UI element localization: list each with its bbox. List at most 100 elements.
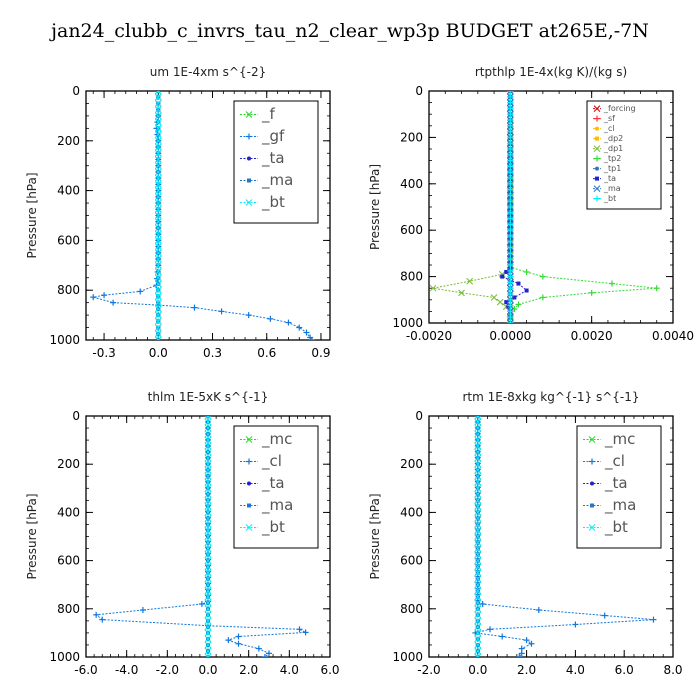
data-point-cross [474,436,482,444]
data-point [247,481,251,486]
data-point-cross [245,436,253,443]
legend-entry-gf: _gf [240,127,285,146]
data-point-cross [154,218,162,226]
data-point [590,503,594,508]
legend-label: _forcing [603,104,636,113]
data-point-cross [588,436,596,443]
data-point-cross [154,156,162,163]
y-tick-label: 200 [57,457,80,471]
data-point-cross [154,112,162,120]
data-point-cross [458,289,465,297]
legend: _mc _cl _ta _ma _bt [576,425,662,549]
data-point-cross [204,575,212,583]
legend-box [586,100,662,210]
data-point-cross [474,430,482,438]
data-point-cross [474,509,482,516]
data-point-cross [154,324,162,331]
legend-entry-ta: _ta [583,474,628,493]
data-point-cross [154,193,162,201]
legend-entry-ta: _ta [240,149,285,168]
data-point-cross [474,539,482,546]
legend-entry-f: _f [240,105,276,124]
data-point [506,319,512,323]
x-tick-label: 0.0040 [652,329,694,343]
data-point-cross [204,611,212,619]
data-point-cross [154,143,162,151]
legend-entry-ta: _ta [240,474,285,493]
data-point [506,304,511,309]
data-point-cross [474,623,482,631]
data-point-cross [154,237,162,244]
plot-area [90,91,315,340]
data-point-cross [588,524,596,531]
x-tick-label: -0.3 [92,346,115,360]
legend-entry-tp2: _tp2 [593,154,621,163]
data-point-cross [474,472,482,480]
data-point-cross [245,524,253,531]
data-point-cross [474,418,482,426]
data-point-cross [204,509,212,516]
y-tick-label: 0 [72,84,80,98]
legend-entry-dp2: _dp2 [593,134,623,143]
data-point-cross [474,569,482,577]
data-point-cross [474,496,482,504]
chart-panel-rtm: rtm 1E-8xkg kg^{-1} s^{-1} Pressure [hPa]… [368,390,683,677]
plot-area [429,91,660,323]
data-point-cross [154,106,162,114]
data-point-cross [204,515,212,522]
data-point-cross [204,484,212,492]
data-point [247,156,251,161]
data-point-cross [204,563,212,570]
data-point-cross [154,100,162,107]
x-tick-label: 0.0020 [571,329,613,343]
legend-entry-ma: _ma [583,496,636,515]
data-point-cross [204,430,212,438]
legend-label: _mc [604,430,635,449]
data-point-cross [157,336,162,340]
data-point-cross [474,448,482,456]
legend-label: _ma [261,496,293,515]
data-point-cross [154,224,162,232]
y-axis-label: Pressure [hPa] [25,493,39,579]
legend-entry-sf: _sf [593,114,615,123]
data-point-cross [245,111,253,118]
data-point-cross [154,162,162,170]
data-point-cross [204,424,212,432]
data-point-cross [154,249,162,257]
data-point-cross [474,466,482,474]
legend-label: _bt [603,194,616,203]
y-axis-label: Pressure [hPa] [368,164,382,250]
data-point-cross [477,653,482,657]
data-point-cross [204,557,212,564]
data-point-cross [474,527,482,534]
data-point-cross [474,551,482,558]
legend-entry-bt: _bt [583,518,628,537]
data-point-cross [474,605,482,613]
data-point-cross [154,149,162,157]
data-point [157,91,162,95]
data-point-cross [204,545,212,552]
data-point [595,176,599,181]
data-point-cross [204,587,212,595]
legend-entry-tp1: _tp1 [593,164,621,173]
legend-entry-bt: _bt [240,518,285,537]
page-title: jan24_clubb_c_invrs_tau_n2_clear_wp3p BU… [51,20,649,42]
data-point-cross [204,605,212,613]
data-point-cross [204,623,212,631]
data-point-cross [474,490,482,498]
x-tick-label: -0.0020 [406,329,452,343]
data-point-cross [204,629,212,637]
data-point-cross [154,243,162,250]
legend-label: _ta [604,474,628,493]
data-point-cross [204,490,212,498]
data-point-cross [154,261,162,269]
legend-label: _bt [604,518,628,537]
data-point-cross [474,503,482,510]
data-point-cross [154,274,162,282]
data-point-cross [429,284,437,292]
data-point-cross [474,484,482,492]
data-point [207,416,212,420]
series-bt [507,91,514,323]
series-line [433,91,511,323]
x-tick-label: -6.0 [74,663,97,677]
